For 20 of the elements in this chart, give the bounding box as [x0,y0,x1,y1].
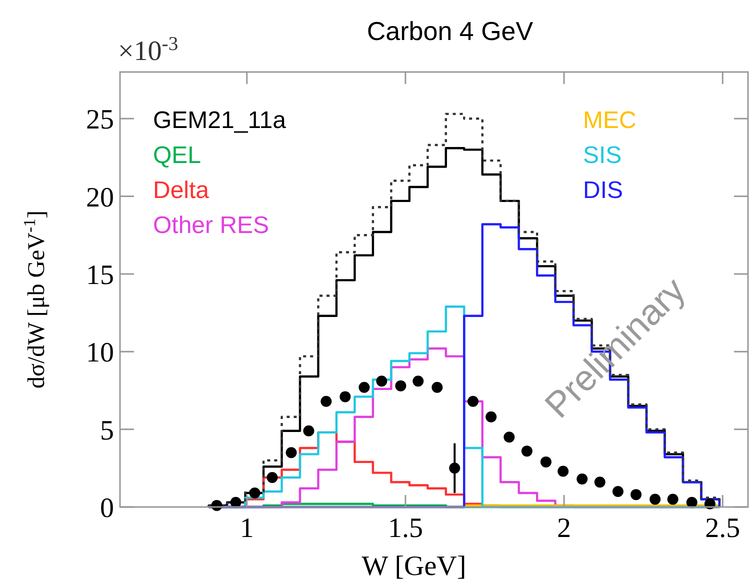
y-tick-label: 0 [100,493,114,524]
x-tick-label: 1 [240,513,254,544]
y-tick-label: 10 [86,338,114,369]
text: GEM21_11a [153,107,287,134]
y-tick-label: 15 [86,260,114,291]
text: QEL [153,142,202,169]
x-axis-title: W [GeV] [362,551,466,579]
text: DIS [583,177,624,204]
y-tick-label: 20 [86,182,114,214]
text: Other RES [153,212,270,239]
text: ×10$^{-3}$ [118,34,178,67]
y-tick-label: 25 [86,104,114,136]
y-tick-label: 5 [100,415,114,446]
text: MEC [583,107,636,134]
x-tick-label: 2 [557,513,572,544]
x-tick-label: 1.5 [388,513,423,544]
x-tick-label: 2.5 [705,513,740,544]
text: SIS [583,142,622,169]
text: Delta [153,177,210,204]
chart-title: Carbon 4 GeV [366,16,534,46]
